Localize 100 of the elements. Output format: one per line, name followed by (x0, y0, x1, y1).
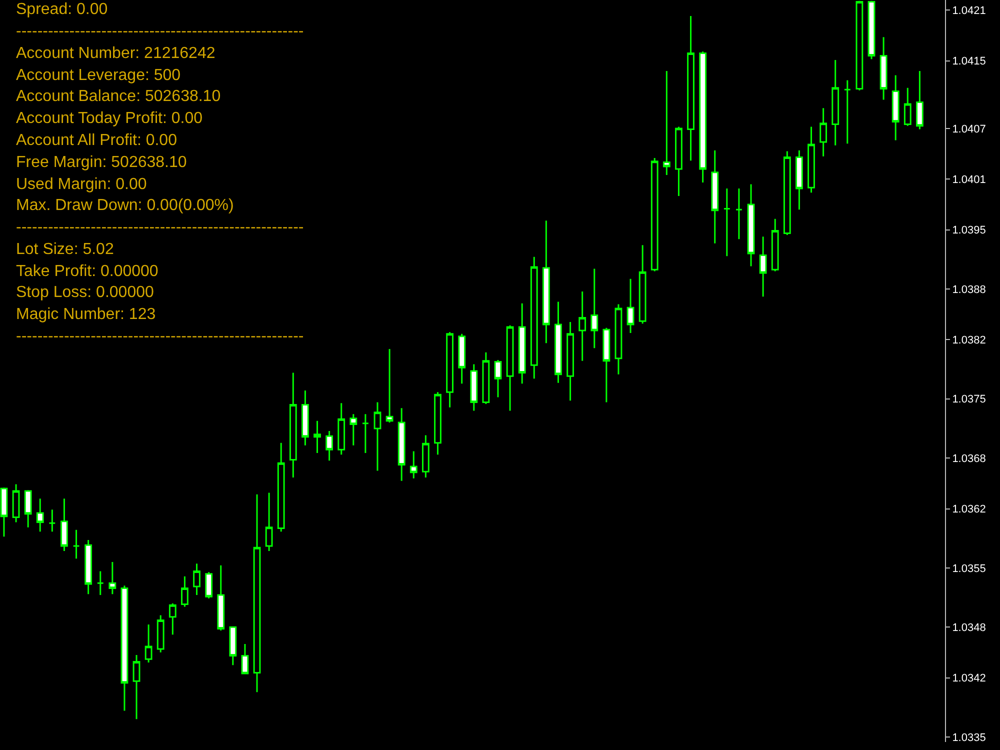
candlestick (120, 584, 128, 712)
candlestick (362, 413, 370, 454)
candlestick (482, 352, 490, 405)
annotation: Used Margin: 0.00 (16, 176, 147, 193)
y-tick-label: 1.0342 (952, 672, 986, 685)
annotation: Account All Profit: 0.00 (16, 132, 178, 149)
candlestick (350, 413, 358, 446)
candlestick (241, 643, 249, 674)
annotation: Free Margin: 502638.10 (16, 154, 187, 171)
candlestick (229, 626, 237, 666)
candlestick (253, 494, 261, 693)
candlestick (844, 80, 852, 144)
annotation: Lot Size: 5.02 (16, 241, 114, 258)
annotation: Spread: 0.00 (16, 1, 108, 18)
candlestick (24, 489, 32, 528)
candlestick (771, 218, 779, 272)
candlestick (808, 126, 815, 194)
candlestick (48, 508, 56, 532)
candlestick (916, 70, 924, 130)
annotation: Account Leverage: 500 (16, 67, 181, 84)
candlestick (12, 483, 20, 524)
candlestick (168, 602, 176, 636)
candlestick (326, 430, 333, 462)
candlestick (578, 290, 586, 362)
candlestick (868, 0, 876, 60)
candlestick (72, 529, 80, 560)
candlestick (735, 188, 743, 240)
candlestick (374, 402, 382, 472)
candlestick (602, 327, 610, 404)
candlestick (60, 498, 68, 552)
candlestick (302, 390, 309, 446)
candlestick (880, 36, 888, 100)
candlestick (542, 220, 550, 344)
candlestick (820, 107, 828, 158)
candlestick (338, 402, 346, 456)
y-tick-label: 1.0375 (952, 394, 986, 406)
candlestick (892, 74, 900, 142)
candlestick (193, 562, 200, 596)
candlestick (398, 407, 406, 482)
candlestick (458, 333, 466, 384)
candlestick (626, 278, 634, 334)
candlestick (277, 442, 285, 532)
candlestick (699, 50, 707, 184)
candlestick (386, 348, 394, 424)
candlestick (675, 126, 682, 197)
y-tick-label: 1.0395 (952, 224, 986, 237)
y-tick-label: 1.0348 (952, 622, 986, 634)
annotation: Max. Draw Down: 0.00(0.00%) (16, 197, 234, 214)
y-tick-label: 1.0421 (952, 4, 986, 17)
candlestick (108, 561, 116, 595)
candlestick (265, 492, 273, 552)
candlestick (904, 87, 912, 127)
candlestick (205, 571, 213, 600)
annotation: ------------------------------------------------------ (16, 328, 304, 345)
candlestick (36, 498, 44, 532)
candlestick (181, 576, 188, 608)
y-tick-label: 1.0382 (952, 334, 986, 347)
candlestick (530, 256, 538, 380)
candlestick (217, 564, 225, 632)
annotation: Account Number: 21216242 (16, 45, 216, 62)
annotation: Stop Loss: 0.00000 (16, 284, 154, 301)
candlestick (687, 15, 694, 162)
candlestick (662, 70, 670, 176)
candlestick (410, 450, 418, 480)
candlestick (747, 183, 755, 267)
candlestick (614, 303, 622, 376)
candlestick (638, 244, 646, 324)
candlestick (554, 300, 562, 384)
candlestick (422, 434, 430, 478)
candlestick (132, 654, 140, 720)
y-tick-label: 1.0355 (952, 562, 986, 575)
annotation: ------------------------------------------------------ (16, 23, 304, 40)
candlestick (289, 372, 297, 478)
y-tick-label: 1.0335 (952, 732, 986, 744)
candlestick (446, 331, 454, 408)
y-tick-label: 1.0362 (952, 504, 986, 516)
y-tick-label: 1.0368 (952, 452, 986, 465)
candlestick (506, 324, 514, 412)
candlestick (434, 391, 442, 456)
candlestick (84, 539, 92, 595)
candlestick (470, 363, 478, 412)
candlestick (711, 150, 719, 244)
candlestick (832, 59, 840, 146)
candlestick (723, 188, 731, 257)
candlestick (518, 302, 526, 384)
y-tick-label: 1.0401 (952, 174, 986, 186)
y-tick-label: 1.0388 (952, 284, 986, 296)
annotation: Take Profit: 0.00000 (16, 263, 158, 280)
candlestick (494, 359, 502, 398)
annotation: Account Balance: 502638.10 (16, 88, 221, 105)
candlestick (314, 420, 321, 454)
candlestick (759, 236, 767, 298)
candlestick (650, 157, 658, 272)
candlestick (96, 570, 104, 596)
y-tick-label: 1.0407 (952, 123, 986, 136)
annotation: ------------------------------------------------------ (16, 219, 304, 236)
candlestick (783, 150, 791, 236)
candlestick (156, 614, 164, 654)
candlestick (590, 268, 598, 349)
candlestick (0, 486, 8, 538)
